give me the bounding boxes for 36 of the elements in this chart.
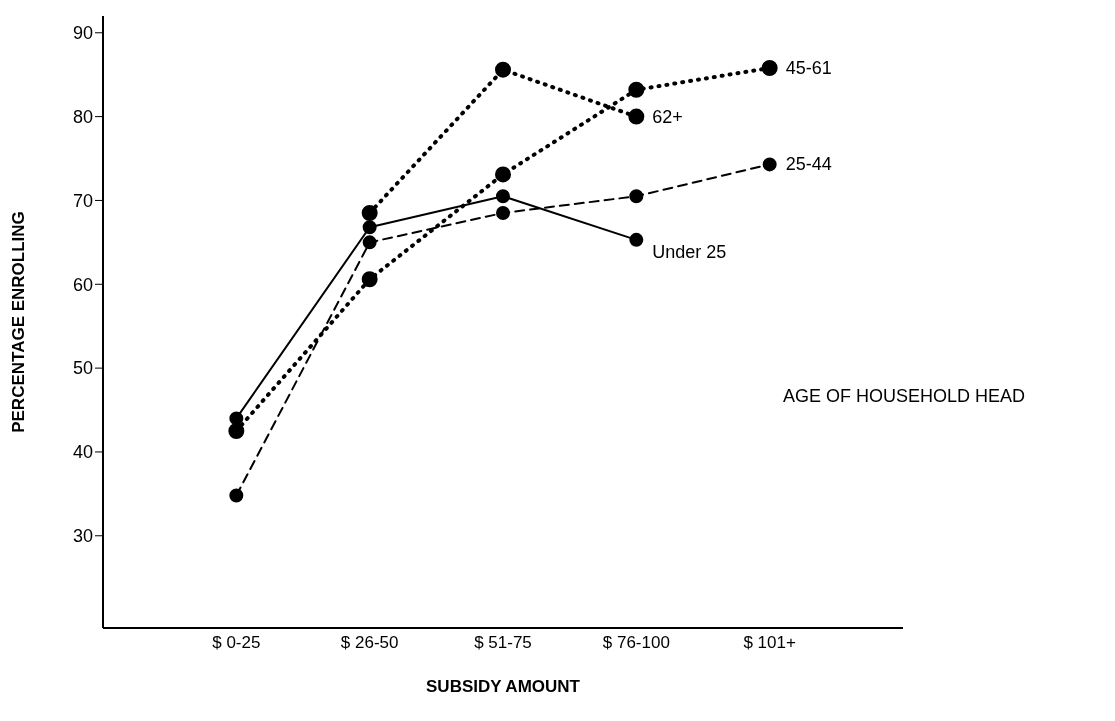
series-label: 45-61: [785, 57, 832, 78]
y-tick-label: 60: [72, 274, 93, 295]
point: [362, 235, 377, 250]
point: [629, 232, 644, 247]
x-tick-label: $ 51-75: [474, 633, 532, 653]
x-axis-title: SUBSIDY AMOUNT: [426, 677, 581, 696]
point: [496, 189, 510, 204]
point: [229, 411, 244, 426]
y-tick-label: 40: [72, 442, 93, 463]
x-tick-label: $ 0-25: [212, 633, 261, 653]
series-label: 25-44: [785, 154, 832, 175]
point: [228, 422, 245, 439]
point: [362, 220, 377, 235]
x-tick-label: $ 101+: [743, 633, 796, 653]
y-tick-label: 90: [72, 23, 93, 44]
point: [495, 61, 511, 78]
point: [229, 488, 244, 503]
point: [361, 271, 378, 288]
point: [762, 157, 777, 172]
y-axis-title: PERCENTAGE ENROLLING: [9, 211, 29, 433]
point: [361, 205, 378, 222]
point: [495, 166, 511, 183]
point: [496, 206, 510, 221]
y-tick-label: 50: [72, 358, 93, 379]
y-tick-label: 80: [72, 106, 93, 127]
series-label: 62+: [652, 106, 683, 127]
y-tick-label: 70: [72, 190, 93, 211]
x-tick-label: $ 76-100: [602, 633, 670, 653]
annotation: AGE OF HOUSEHOLD HEAD: [783, 386, 1026, 407]
x-tick-label: $ 26-50: [340, 633, 399, 653]
point: [628, 108, 645, 125]
point: [629, 189, 644, 204]
point: [761, 59, 778, 76]
series-label: Under 25: [652, 241, 727, 262]
y-tick-label: 30: [72, 526, 93, 547]
point: [628, 81, 645, 98]
